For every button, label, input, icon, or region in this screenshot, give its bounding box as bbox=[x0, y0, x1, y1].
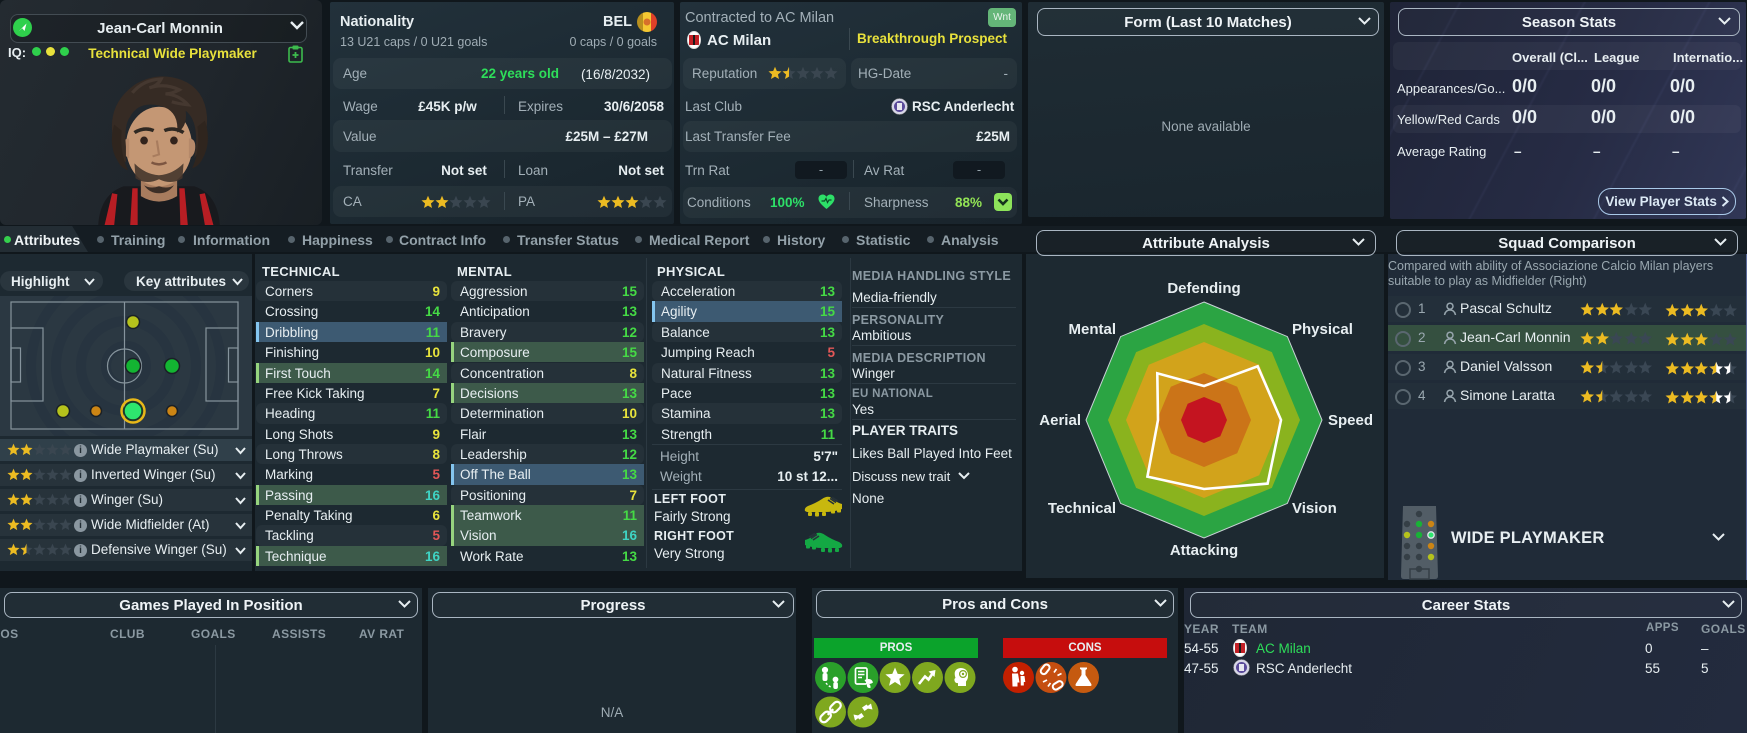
svg-text:Physical: Physical bbox=[1292, 321, 1353, 338]
svg-text:Defending: Defending bbox=[1167, 280, 1240, 297]
svg-text:Technical: Technical bbox=[1048, 500, 1116, 517]
svg-text:Attacking: Attacking bbox=[1170, 542, 1238, 559]
svg-text:Vision: Vision bbox=[1292, 500, 1337, 517]
svg-text:Aerial: Aerial bbox=[1039, 412, 1081, 429]
svg-text:Mental: Mental bbox=[1068, 321, 1116, 338]
svg-text:Speed: Speed bbox=[1328, 412, 1373, 429]
